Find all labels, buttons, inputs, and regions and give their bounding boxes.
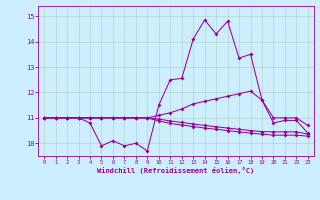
- X-axis label: Windchill (Refroidissement éolien,°C): Windchill (Refroidissement éolien,°C): [97, 167, 255, 174]
